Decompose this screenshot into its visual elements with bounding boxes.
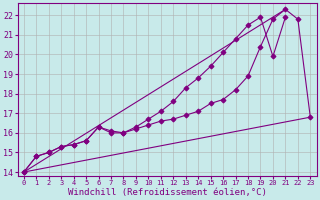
X-axis label: Windchill (Refroidissement éolien,°C): Windchill (Refroidissement éolien,°C) — [68, 188, 267, 197]
